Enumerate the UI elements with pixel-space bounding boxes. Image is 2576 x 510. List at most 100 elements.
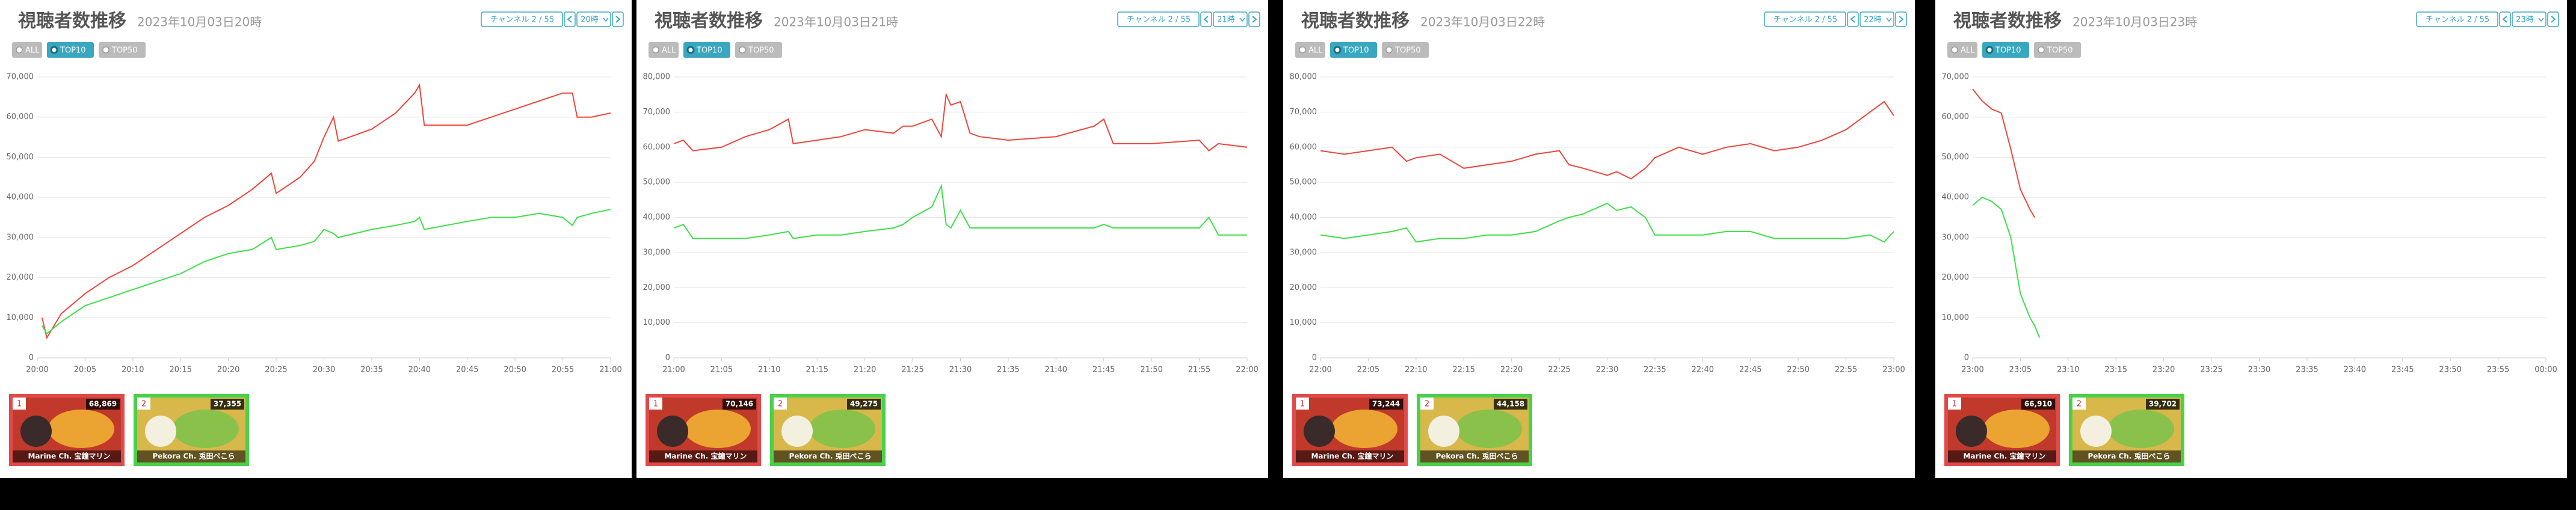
rank-badge bbox=[1420, 398, 1434, 410]
hour-select[interactable] bbox=[1213, 11, 1248, 27]
radio-button[interactable] bbox=[683, 42, 730, 58]
panel: 視聴者数推移 2023年10月03日21時 チャンネル 2 / 55 21時 ALL TO… bbox=[636, 0, 1268, 478]
radio-dot bbox=[739, 46, 746, 54]
radio-dot bbox=[686, 46, 695, 54]
channel-name: Marine Ch. 宝鐘マリン bbox=[28, 452, 110, 461]
x-tick-label: 22:00 bbox=[1309, 366, 1331, 375]
radio-label: TOP50 bbox=[2047, 46, 2073, 55]
filter-label: チャンネル 2 / 55 bbox=[1127, 16, 1191, 25]
hour-select[interactable] bbox=[2512, 11, 2547, 27]
x-tick-label: 22:55 bbox=[1835, 366, 1857, 375]
x-tick-label: 22:50 bbox=[1787, 366, 1809, 375]
radio-button[interactable] bbox=[99, 42, 146, 58]
channel-name: Marine Ch. 宝鐘マリン bbox=[1311, 452, 1393, 461]
radio-button[interactable] bbox=[1382, 42, 1429, 58]
x-tick-label: 22:45 bbox=[1739, 366, 1761, 375]
panel-subtitle: 2023年10月03日23時 bbox=[2072, 15, 2197, 29]
series-line bbox=[1320, 202, 1894, 243]
x-tick-label: 21:30 bbox=[949, 366, 972, 375]
radio-label: ALL bbox=[1308, 46, 1323, 55]
next-button[interactable] bbox=[1248, 11, 1260, 27]
thumbnail-art bbox=[1983, 410, 2050, 448]
name-strip bbox=[1420, 450, 1529, 462]
y-tick-label: 20,000 bbox=[1942, 273, 1970, 282]
name-strip bbox=[1296, 450, 1404, 462]
x-tick-label: 22:05 bbox=[1357, 366, 1379, 375]
panel-subtitle: 2023年10月03日21時 bbox=[774, 15, 898, 29]
x-tick-label: 21:10 bbox=[758, 366, 780, 375]
y-tick-label: 0 bbox=[1964, 354, 1969, 363]
filter-button[interactable] bbox=[1764, 11, 1846, 27]
x-tick-label: 23:00 bbox=[1961, 366, 1983, 375]
radio-button[interactable] bbox=[1982, 42, 2029, 58]
next-icon bbox=[615, 16, 621, 23]
prev-icon bbox=[567, 16, 572, 23]
thumbnail-art bbox=[48, 410, 114, 448]
y-tick-label: 40,000 bbox=[643, 213, 671, 222]
radio-button[interactable] bbox=[12, 42, 42, 58]
thumbnail-art bbox=[1956, 416, 1987, 447]
radio-label: TOP10 bbox=[696, 46, 723, 55]
x-tick-label: 22:30 bbox=[1596, 366, 1618, 375]
y-tick-label: 50,000 bbox=[7, 153, 34, 162]
x-tick-label: 23:05 bbox=[2009, 366, 2032, 375]
prev-button[interactable] bbox=[1847, 11, 1859, 27]
hour-select[interactable] bbox=[576, 11, 611, 27]
x-tick-label: 21:00 bbox=[662, 366, 685, 375]
y-tick-label: 70,000 bbox=[1290, 108, 1317, 117]
y-tick-label: 30,000 bbox=[643, 248, 671, 257]
hour-caret bbox=[2538, 17, 2544, 22]
radio-button[interactable] bbox=[1330, 42, 1377, 58]
rank-badge bbox=[137, 398, 150, 410]
next-button[interactable] bbox=[612, 11, 624, 27]
count-badge bbox=[847, 399, 881, 410]
x-tick-label: 23:00 bbox=[1882, 366, 1905, 375]
x-tick-label: 20:45 bbox=[456, 366, 478, 375]
channel-name: Pekora Ch. 兎田ぺこら bbox=[789, 452, 871, 461]
channel-name: Pekora Ch. 兎田ぺこら bbox=[1435, 452, 1518, 461]
radio-dot bbox=[1333, 46, 1342, 54]
x-tick-label: 23:40 bbox=[2344, 366, 2366, 375]
radio-label: TOP50 bbox=[748, 46, 774, 55]
y-tick-label: 50,000 bbox=[1290, 178, 1317, 187]
rank-number: 1 bbox=[653, 400, 658, 409]
hour-select[interactable] bbox=[1860, 11, 1894, 27]
next-button[interactable] bbox=[1895, 11, 1907, 27]
panel: 視聴者数推移 2023年10月03日22時 チャンネル 2 / 55 22時 ALL TO… bbox=[1283, 0, 1915, 478]
prev-button[interactable] bbox=[2499, 11, 2511, 27]
thumbnail-art bbox=[657, 416, 688, 447]
x-tick-label: 21:40 bbox=[1045, 366, 1067, 375]
radio-dot bbox=[1951, 46, 1958, 54]
filter-button[interactable] bbox=[2416, 11, 2498, 27]
series-line bbox=[41, 83, 611, 340]
series-line bbox=[1320, 100, 1894, 180]
radio-button[interactable] bbox=[1295, 42, 1325, 58]
radio-label: TOP10 bbox=[1343, 46, 1369, 55]
hour-label: 23時 bbox=[2516, 16, 2534, 25]
series-line bbox=[673, 183, 1247, 239]
next-button[interactable] bbox=[2547, 11, 2559, 27]
filter-button[interactable] bbox=[481, 11, 563, 27]
name-strip bbox=[13, 450, 121, 462]
prev-button[interactable] bbox=[564, 11, 576, 27]
y-tick-label: 50,000 bbox=[643, 178, 671, 187]
radio-button[interactable] bbox=[47, 42, 94, 58]
radio-dot bbox=[1299, 46, 1306, 54]
radio-button[interactable] bbox=[735, 42, 782, 58]
prev-button[interactable] bbox=[1200, 11, 1212, 27]
filter-button[interactable] bbox=[1117, 11, 1200, 27]
y-tick-label: 0 bbox=[665, 354, 670, 363]
y-tick-label: 30,000 bbox=[7, 233, 34, 242]
rank-number: 2 bbox=[778, 400, 783, 409]
y-tick-label: 10,000 bbox=[1290, 318, 1317, 327]
panel: 視聴者数推移 2023年10月03日23時 チャンネル 2 / 55 23時 ALL TO… bbox=[1935, 0, 2567, 478]
hour-caret bbox=[1239, 17, 1245, 22]
next-icon bbox=[2551, 16, 2556, 23]
radio-button[interactable] bbox=[649, 42, 679, 58]
rank-number: 1 bbox=[1952, 400, 1957, 409]
radio-button[interactable] bbox=[2034, 42, 2081, 58]
y-tick-label: 20,000 bbox=[7, 273, 34, 282]
radio-button[interactable] bbox=[1947, 42, 1977, 58]
panel-subtitle: 2023年10月03日22時 bbox=[1420, 15, 1545, 29]
rank-badge bbox=[774, 398, 787, 410]
